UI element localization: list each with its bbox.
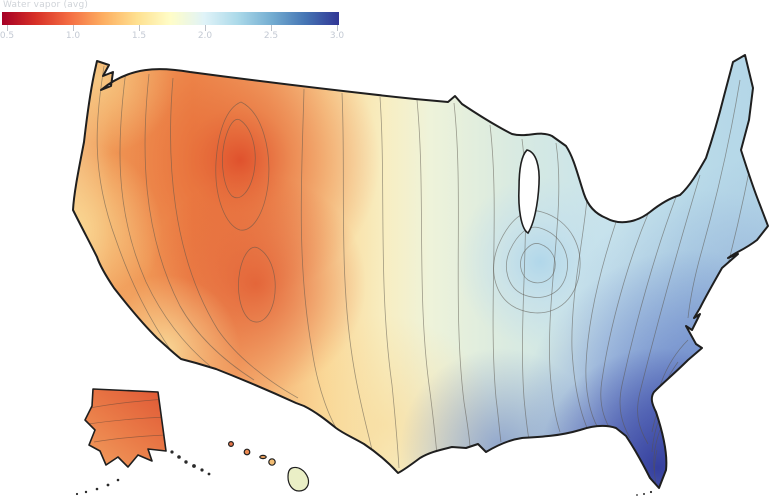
colorbar-gradient — [2, 12, 339, 25]
tick-mark — [73, 25, 74, 31]
tick-mark — [205, 25, 206, 31]
tick-mark — [337, 25, 338, 31]
tick-label: 1.5 — [131, 31, 147, 41]
tick-mark — [7, 25, 8, 31]
florida-keys — [636, 490, 653, 496]
colorbar-legend: Water vapor (avg) 0.5 1.0 1.5 2.0 2.5 3.… — [0, 0, 350, 46]
alaska-inset — [75, 388, 211, 496]
tick-label: 3.0 — [329, 31, 345, 41]
hawaii-molokai — [259, 454, 267, 460]
hawaii-inset — [228, 441, 310, 492]
hawaii-oahu — [243, 448, 251, 456]
tick-label: 1.0 — [65, 31, 81, 41]
hawaii-maui — [268, 458, 276, 466]
tick-mark — [139, 25, 140, 31]
tick-mark — [271, 25, 272, 31]
hawaii-kauai — [228, 441, 235, 448]
tick-label: 2.5 — [263, 31, 279, 41]
alaska-outline — [84, 388, 167, 468]
tick-label: 2.0 — [197, 31, 213, 41]
conus-outline — [72, 54, 769, 489]
lake-michigan-outline — [518, 149, 540, 235]
alaska-islands — [75, 450, 211, 496]
hawaii-big-island — [287, 466, 310, 492]
legend-title: Water vapor (avg) — [3, 0, 89, 10]
tick-label: 0.5 — [0, 31, 15, 41]
